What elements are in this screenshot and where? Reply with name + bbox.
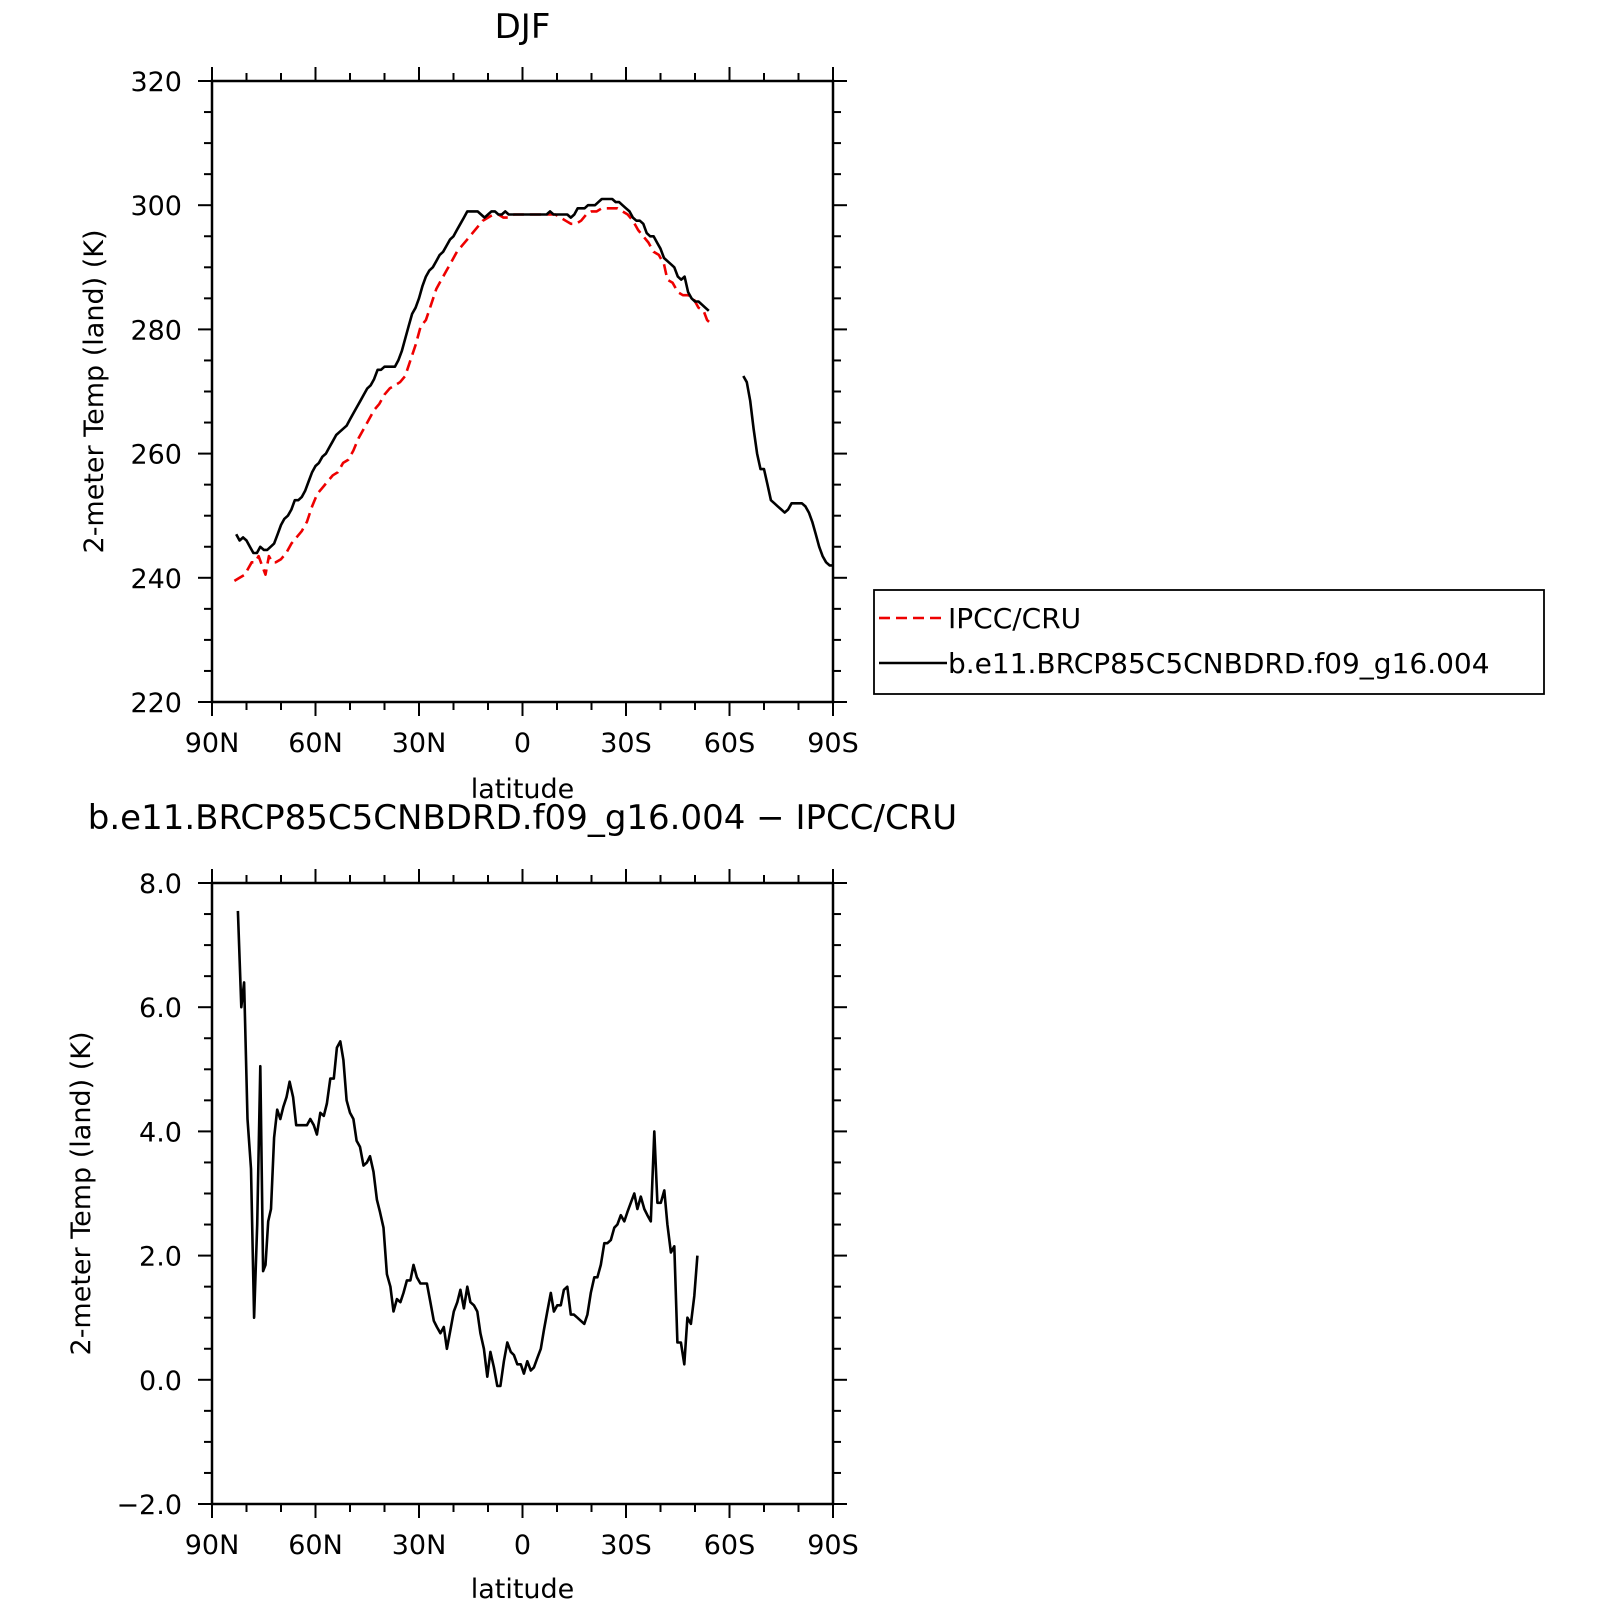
x-axis-label: latitude [471, 1574, 575, 1603]
y-tick-label: 220 [130, 688, 182, 719]
y-tick-label: 320 [130, 67, 182, 98]
y-tick-label: 260 [130, 440, 182, 471]
chart-djf-temperature: DJF 90N 60N 30N 0 30S 60S 90S 220 240 260 280 300 320… [79, 7, 859, 805]
x-tick-label: 90S [807, 1530, 859, 1561]
series-line-0-segment-0 [236, 910, 699, 1388]
chart-title: b.e11.BRCP85C5CNBDRD.f09_g16.004 − IPCC/… [88, 798, 957, 838]
y-tick-label: 0.0 [139, 1366, 182, 1397]
x-tick-label: 90N [185, 1530, 240, 1561]
x-tick-label: 30N [392, 1530, 447, 1561]
x-tick-label: 30N [392, 728, 447, 759]
y-axis-label: 2-meter Temp (land) (K) [66, 1032, 97, 1356]
x-tick-label: 90S [807, 728, 859, 759]
y-tick-label: 2.0 [139, 1242, 182, 1273]
x-tick-label: 60N [288, 728, 343, 759]
y-tick-label: 4.0 [139, 1117, 182, 1148]
legend-label-1: b.e11.BRCP85C5CNBDRD.f09_g16.004 [948, 647, 1490, 680]
x-tick-label: 0 [514, 728, 531, 759]
x-tick-label: 60N [288, 1530, 343, 1561]
x-tick-label: 30S [600, 1530, 652, 1561]
legend: IPCC/CRU b.e11.BRCP85C5CNBDRD.f09_g16.004 [873, 589, 1545, 695]
x-axis-label: latitude [471, 774, 575, 805]
legend-label-0: IPCC/CRU [948, 602, 1081, 635]
y-tick-label: −2.0 [116, 1490, 182, 1521]
chart-title: DJF [495, 7, 551, 47]
x-tick-label: 90N [185, 728, 240, 759]
x-tick-label: 0 [514, 1530, 531, 1561]
series-line-1-segment-0 [235, 197, 710, 555]
y-tick-label: 300 [130, 191, 182, 222]
x-tick-label: 60S [704, 1530, 756, 1561]
legend-box [873, 589, 1545, 695]
y-tick-label: 240 [130, 564, 182, 595]
x-tick-label: 30S [600, 728, 652, 759]
y-tick-label: 280 [130, 315, 182, 346]
y-tick-label: 8.0 [139, 869, 182, 900]
y-axis-label: 2-meter Temp (land) (K) [79, 230, 110, 554]
chart-difference: b.e11.BRCP85C5CNBDRD.f09_g16.004 − IPCC/… [66, 798, 957, 1603]
x-tick-label: 60S [704, 728, 756, 759]
y-tick-label: 6.0 [139, 993, 182, 1024]
